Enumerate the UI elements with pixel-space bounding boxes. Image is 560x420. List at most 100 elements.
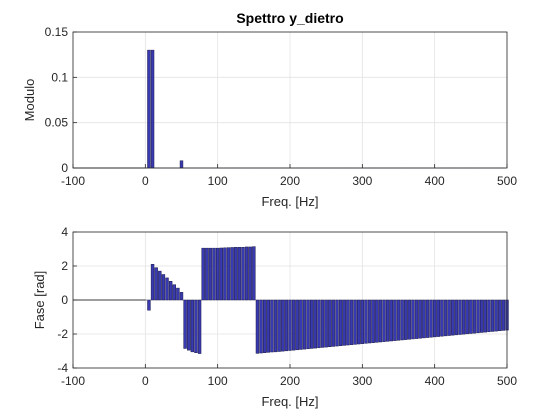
phase-bar (331, 299, 336, 347)
phase-bar (378, 299, 383, 343)
phase-bar (407, 299, 412, 340)
phase-x-label: Freq. [Hz] (261, 394, 318, 409)
phase-bar (349, 299, 354, 345)
phase-bar (197, 299, 202, 354)
phase-bar (472, 299, 477, 334)
phase-bar (270, 299, 274, 353)
magnitude-axes: -100 0 100 200 300 400 500 00.050.10.15 Spettr… (22, 10, 517, 209)
phase-x-tick-label: 0 (142, 374, 149, 388)
phase-bars (73, 246, 509, 354)
phase-bar (411, 299, 415, 340)
phase-bar (451, 299, 455, 336)
phase-x-tick-label: 200 (280, 374, 300, 388)
phase-bar (432, 299, 437, 338)
phase-bar (367, 299, 372, 344)
phase-bar (215, 247, 220, 301)
phase-bar (490, 299, 495, 332)
phase-y-tick-label: 2 (61, 259, 68, 273)
phase-bar (244, 246, 249, 301)
phase-y-tick-label: 4 (61, 225, 68, 239)
phase-bar (284, 299, 289, 352)
phase-bar (281, 299, 285, 352)
phase-bar (498, 299, 502, 332)
phase-bar (273, 299, 278, 353)
phase-bar (458, 299, 462, 335)
phase-bar (306, 299, 310, 350)
magnitude-y-tick-label: 0.1 (51, 70, 68, 84)
phase-bar (302, 299, 307, 350)
phase-bar (436, 299, 440, 337)
phase-bar (172, 284, 176, 301)
phase-bar (150, 264, 155, 301)
phase-bar (176, 287, 180, 301)
phase-bar (299, 299, 303, 350)
phase-y-ticks: -4 -2 0 2 4 (57, 225, 77, 375)
magnitude-x-tick-label: 200 (280, 174, 300, 188)
phase-bar (375, 299, 379, 343)
phase-bar (479, 299, 484, 333)
phase-bar (237, 247, 242, 301)
phase-bar (487, 299, 491, 333)
phase-y-tick-label: -4 (57, 361, 68, 375)
phase-bar (483, 299, 487, 333)
phase-bar (310, 299, 314, 349)
magnitude-bar (179, 160, 184, 169)
magnitude-x-label: Freq. [Hz] (261, 194, 318, 209)
magnitude-y-tick-label: 0 (61, 161, 68, 175)
phase-bar (353, 299, 357, 345)
phase-bar (226, 247, 231, 301)
phase-x-ticks: -100 0 100 200 300 400 500 (61, 364, 517, 388)
phase-bar (241, 247, 245, 301)
phase-bar (338, 299, 343, 346)
phase-bar (328, 299, 332, 347)
phase-bar (165, 277, 169, 301)
phase-bar (205, 247, 209, 301)
magnitude-x-tick-label: 400 (425, 174, 445, 188)
phase-bar (187, 299, 191, 351)
magnitude-y-tick-label: 0.05 (45, 116, 69, 130)
magnitude-bar (147, 49, 151, 169)
magnitude-x-tick-label: 100 (208, 174, 228, 188)
phase-bar (158, 270, 162, 301)
phase-x-tick-label: 300 (352, 374, 372, 388)
phase-x-tick-label: -100 (61, 374, 85, 388)
phase-bar (262, 299, 267, 353)
phase-bar (346, 299, 350, 346)
phase-bar (179, 292, 184, 301)
phase-bar (324, 299, 328, 348)
magnitude-x-tick-label: 300 (352, 174, 372, 188)
phase-bar (248, 246, 252, 301)
phase-x-tick-label: 100 (208, 374, 228, 388)
phase-bar (447, 299, 451, 336)
phase-x-tick-label: 500 (497, 374, 517, 388)
phase-bar (360, 299, 365, 344)
phase-bar (208, 247, 213, 301)
phase-bar (422, 299, 426, 339)
phase-bar (461, 299, 466, 335)
magnitude-y-tick-label: 0.15 (45, 25, 69, 39)
phase-bar (469, 299, 473, 334)
phase-bar (371, 299, 375, 343)
phase-bar (393, 299, 397, 341)
phase-bar (190, 299, 195, 353)
phase-bar (219, 247, 223, 301)
magnitude-y-label: Modulo (22, 79, 37, 122)
phase-bar (277, 299, 281, 352)
phase-bar (425, 299, 430, 338)
magnitude-x-tick-label: 0 (142, 174, 149, 188)
phase-bar (288, 299, 292, 351)
phase-bar (223, 247, 227, 301)
phase-bar (266, 299, 270, 353)
phase-bar (252, 246, 256, 301)
phase-x-tick-label: 400 (425, 374, 445, 388)
phase-bar (404, 299, 408, 340)
phase-bar (476, 299, 480, 334)
phase-bar (317, 299, 321, 349)
magnitude-bar (150, 49, 155, 169)
phase-bar (147, 299, 151, 311)
phase-bar (291, 299, 296, 351)
magnitude-x-ticks: -100 0 100 200 300 400 500 (61, 164, 517, 188)
phase-bar (418, 299, 422, 339)
phase-bar (230, 247, 234, 301)
